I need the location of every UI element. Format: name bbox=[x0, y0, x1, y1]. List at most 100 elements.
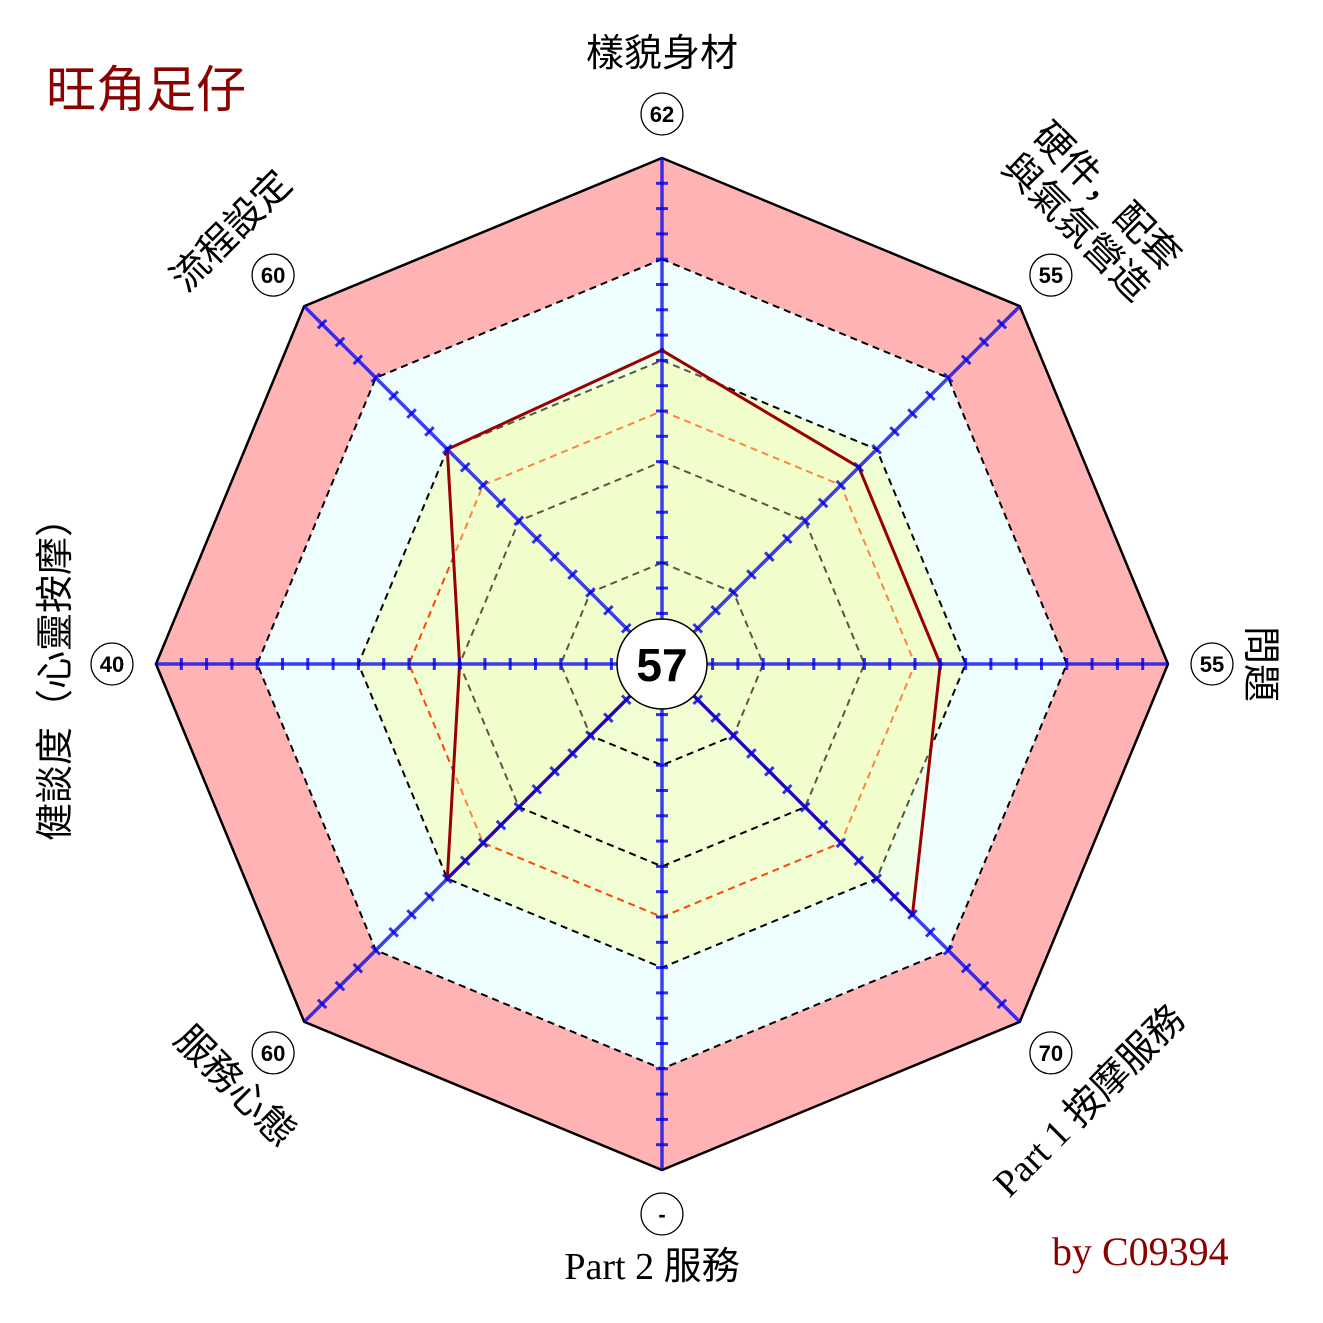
score-badge-6 bbox=[90, 642, 134, 686]
axis-tick bbox=[477, 479, 489, 491]
ring-20 bbox=[559, 561, 765, 767]
axis-tick bbox=[692, 622, 704, 634]
center-score-badge bbox=[616, 618, 708, 710]
axis-tick bbox=[728, 587, 739, 598]
score-badges: 62 55 55 70 - 60 40 60 bbox=[90, 92, 1234, 1236]
axis-tick bbox=[567, 748, 578, 759]
axis-label-part1-massage: Part 1 按摩服務 bbox=[986, 998, 1193, 1205]
axis-tick bbox=[978, 980, 990, 992]
axis-label-looks: 樣貌身材 bbox=[586, 31, 738, 75]
axis-tick bbox=[495, 497, 507, 509]
axis-tick bbox=[459, 855, 471, 867]
axis-tick bbox=[925, 927, 936, 938]
axis-tick bbox=[334, 336, 346, 348]
score-badge-text-4: - bbox=[658, 1202, 665, 1227]
axis-label-questions: 問題 bbox=[1239, 626, 1283, 702]
axis-tick bbox=[406, 909, 417, 920]
score-badge-text-1: 55 bbox=[1039, 263, 1063, 288]
axis-tick bbox=[710, 605, 721, 616]
axis-tick bbox=[907, 909, 918, 920]
chart-center: 57 bbox=[616, 618, 708, 710]
chart-axes bbox=[156, 158, 1168, 1170]
axis-tick bbox=[889, 891, 900, 902]
axis-tick bbox=[764, 551, 775, 562]
axis-tick bbox=[853, 461, 865, 473]
axis-tick bbox=[603, 605, 614, 616]
axis-tick bbox=[835, 837, 847, 849]
axis-tick bbox=[352, 354, 364, 366]
axis-tick bbox=[871, 444, 882, 455]
axis-tick bbox=[746, 748, 757, 759]
score-badge-5 bbox=[251, 1031, 295, 1075]
score-badge-text-6: 40 bbox=[100, 652, 124, 677]
axis-tick bbox=[835, 479, 847, 491]
score-badge-1 bbox=[1029, 253, 1073, 297]
score-badge-text-7: 60 bbox=[261, 263, 285, 288]
score-badge-text-3: 70 bbox=[1039, 1041, 1063, 1066]
axis-tick bbox=[585, 587, 596, 598]
axis-tick bbox=[996, 998, 1008, 1010]
axis-tick bbox=[817, 819, 829, 831]
axis-tick bbox=[531, 783, 543, 795]
axis-tick bbox=[316, 318, 328, 330]
axis-tick bbox=[406, 408, 417, 419]
axis-tick bbox=[424, 426, 435, 437]
axis-tick bbox=[549, 551, 560, 562]
axis-label-part2-service: Part 2 服務 bbox=[564, 1246, 739, 1288]
axis-label-conversation: 健談度（心靈按摩） bbox=[33, 499, 77, 841]
axis-tick bbox=[531, 533, 543, 545]
axis-tick bbox=[871, 873, 882, 884]
score-badge-0 bbox=[640, 92, 684, 136]
score-badge-2 bbox=[1190, 642, 1234, 686]
axis-tick bbox=[567, 569, 578, 580]
axis-tick bbox=[710, 712, 721, 723]
score-badge-3 bbox=[1029, 1031, 1073, 1075]
axis-tick bbox=[978, 336, 990, 348]
ring-40 bbox=[458, 460, 866, 868]
axis-tick bbox=[746, 569, 757, 580]
score-badge-text-0: 62 bbox=[650, 102, 674, 127]
overall-score: 57 bbox=[636, 639, 687, 691]
axis-tick bbox=[370, 372, 382, 384]
axis-tick bbox=[925, 390, 936, 401]
axis-tick bbox=[477, 837, 489, 849]
axis-tick bbox=[960, 354, 972, 366]
score-badge-4 bbox=[640, 1192, 684, 1236]
axis-tick bbox=[388, 390, 399, 401]
axis-tick bbox=[549, 766, 560, 777]
credit-text: by C09394 bbox=[1052, 1229, 1229, 1274]
axis-tick bbox=[692, 694, 704, 706]
axis-tick bbox=[960, 962, 972, 974]
axis-tick bbox=[388, 927, 399, 938]
axis-tick bbox=[513, 515, 525, 527]
axis-tick bbox=[620, 694, 632, 706]
chart-title: 旺角足仔 bbox=[46, 61, 246, 119]
axis-tick bbox=[424, 891, 435, 902]
axis-tick bbox=[442, 444, 453, 455]
axis-tick bbox=[942, 372, 954, 384]
axis-tick bbox=[889, 426, 900, 437]
axis-tick bbox=[942, 944, 954, 956]
axis-tick bbox=[799, 801, 811, 813]
axis-tick bbox=[781, 783, 793, 795]
score-badge-7 bbox=[251, 253, 295, 297]
axis-tick bbox=[603, 712, 614, 723]
axis-tick bbox=[442, 873, 453, 884]
axis-tick bbox=[817, 497, 829, 509]
axis-tick bbox=[764, 766, 775, 777]
score-badge-text-2: 55 bbox=[1200, 652, 1224, 677]
axis-tick bbox=[853, 855, 865, 867]
axis-tick bbox=[907, 408, 918, 419]
axis-tick bbox=[370, 944, 382, 956]
axis-tick bbox=[799, 515, 811, 527]
axis-tick bbox=[459, 461, 471, 473]
axis-tick bbox=[620, 622, 632, 634]
axis-tick bbox=[781, 533, 793, 545]
axis-tick bbox=[513, 801, 525, 813]
score-badge-text-5: 60 bbox=[261, 1041, 285, 1066]
axis-tick bbox=[316, 998, 328, 1010]
axis-tick bbox=[352, 962, 364, 974]
axis-tick bbox=[996, 318, 1008, 330]
axis-tick bbox=[334, 980, 346, 992]
